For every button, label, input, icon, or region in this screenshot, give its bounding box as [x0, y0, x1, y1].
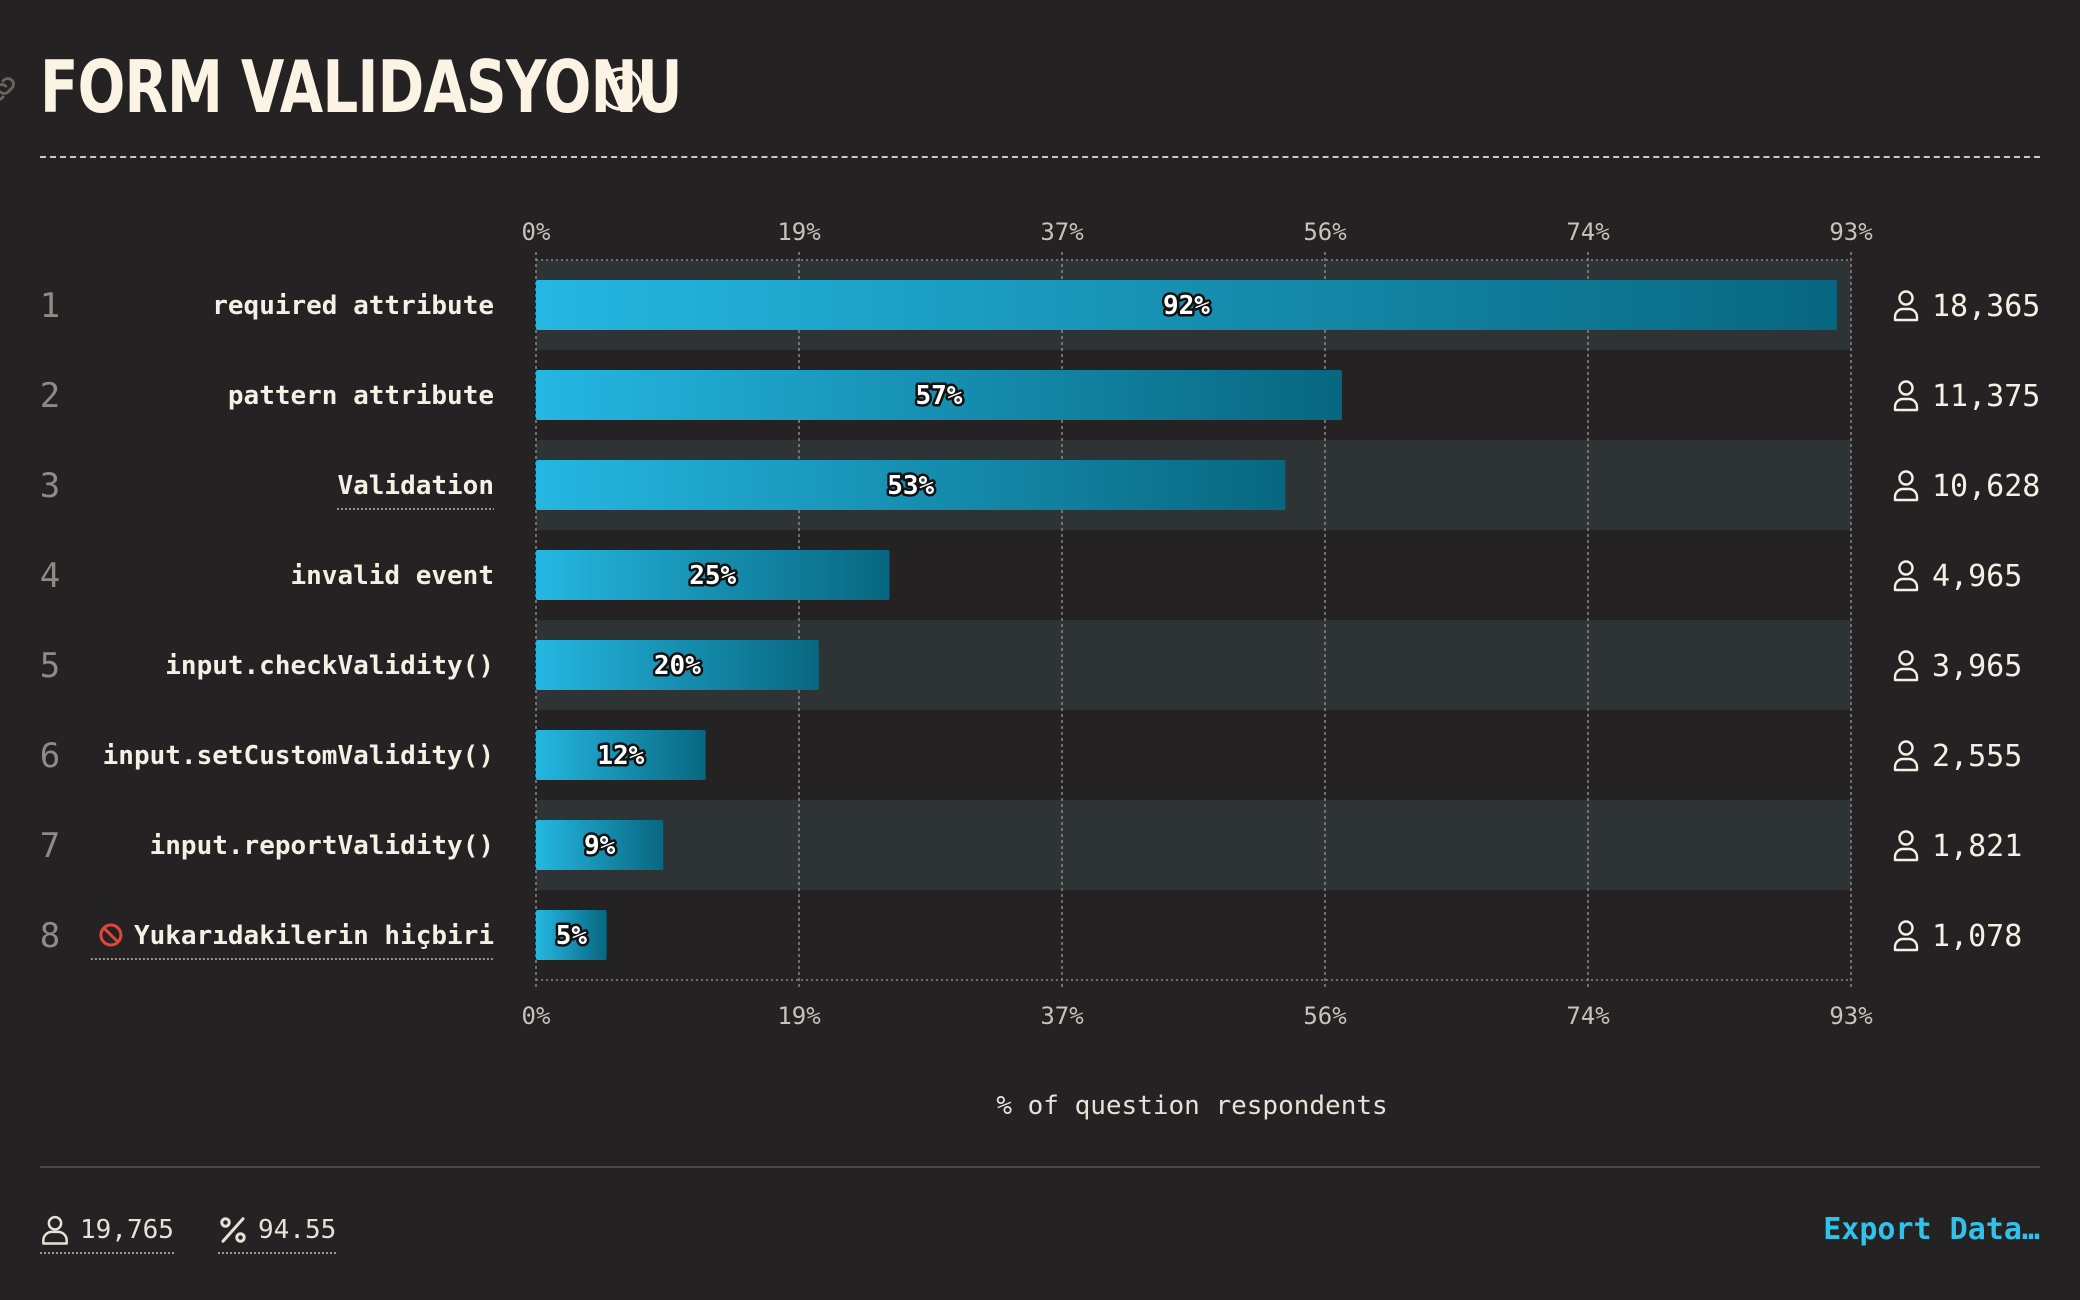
user-icon-body	[1893, 667, 1919, 682]
respondents-value: 19,765	[80, 1215, 174, 1245]
no-entry-icon	[99, 923, 123, 947]
x-tick-label-top: 19%	[777, 218, 821, 246]
x-tick-label-top: 37%	[1040, 218, 1084, 246]
row-band	[536, 800, 1851, 890]
bar-value-label: 9%	[584, 831, 616, 861]
user-icon-head	[1898, 290, 1914, 306]
x-tick-label-bottom: 0%	[522, 1002, 551, 1030]
x-tick-label-bottom: 56%	[1303, 1002, 1347, 1030]
header-divider	[40, 156, 2040, 158]
row-rank: 2	[40, 376, 60, 416]
row-rank: 8	[40, 916, 60, 956]
no-entry-slash	[102, 926, 119, 944]
no-entry-ring	[99, 923, 123, 947]
x-tick-label-top: 0%	[522, 218, 551, 246]
row-rank: 1	[40, 286, 60, 326]
x-tick-label-top: 93%	[1829, 218, 1873, 246]
user-icon-body	[1893, 577, 1919, 592]
user-icon	[1893, 380, 1919, 412]
total-respondents[interactable]: 19,765	[40, 1214, 174, 1254]
row-rank: 5	[40, 646, 60, 686]
user-icon	[1893, 470, 1919, 502]
question-circle-icon[interactable]	[598, 66, 644, 112]
row-rank: 6	[40, 736, 60, 776]
x-tick-label-top: 74%	[1566, 218, 1610, 246]
row-label: invalid event	[291, 561, 495, 591]
user-icon-body	[1893, 847, 1919, 862]
user-icon	[1893, 740, 1919, 772]
row-rank: 3	[40, 466, 60, 506]
bar-value-label: 53%	[887, 471, 934, 501]
x-axis-title: % of question respondents	[996, 1091, 1387, 1121]
bar[interactable]	[536, 640, 819, 690]
bar[interactable]	[536, 910, 607, 960]
x-tick-label-bottom: 19%	[777, 1002, 821, 1030]
user-icon	[1893, 560, 1919, 592]
percent-respondents[interactable]: 94.55	[218, 1214, 337, 1254]
bar-value-label: 5%	[556, 921, 588, 951]
row-label: input.setCustomValidity()	[103, 741, 494, 771]
user-icon	[1893, 920, 1919, 952]
user-icon-body	[1893, 937, 1919, 952]
bar[interactable]	[536, 730, 706, 780]
bar[interactable]	[536, 280, 1837, 330]
user-icon	[1893, 650, 1919, 682]
row-respondent-count: 10,628	[1932, 469, 2040, 504]
bar[interactable]	[536, 370, 1342, 420]
x-tick-label-bottom: 37%	[1040, 1002, 1084, 1030]
row-label: required attribute	[212, 291, 494, 321]
bar-value-label: 12%	[597, 741, 644, 771]
user-icon-head	[1898, 830, 1914, 846]
percent-value: 94.55	[258, 1215, 337, 1245]
footer-divider	[40, 1166, 2040, 1168]
user-icon-body	[1893, 487, 1919, 502]
percent-icon	[220, 1217, 246, 1243]
bar-value-label: 25%	[689, 561, 736, 591]
row-respondent-count: 11,375	[1932, 379, 2040, 414]
row-label: input.reportValidity()	[150, 831, 494, 861]
bar-chart: 92%57%53%25%20%12%9%5% 1 required attribu…	[40, 218, 2041, 1121]
bar-value-label: 20%	[654, 651, 701, 681]
user-icon-head	[1898, 380, 1914, 396]
row-label: pattern attribute	[228, 381, 494, 411]
bar[interactable]	[536, 550, 890, 600]
row-respondent-count: 4,965	[1932, 559, 2022, 594]
x-tick-label-bottom: 74%	[1566, 1002, 1610, 1030]
bar-value-label: 92%	[1163, 291, 1210, 321]
row-respondent-count: 1,078	[1932, 919, 2022, 954]
user-icon-head	[1898, 920, 1914, 936]
user-icon-head	[1898, 470, 1914, 486]
user-icon-head	[1898, 560, 1914, 576]
page-title: FORM VALIDASYONU	[40, 45, 682, 129]
row-label: input.checkValidity()	[165, 651, 494, 681]
x-tick-label-top: 56%	[1303, 218, 1347, 246]
user-icon-body	[1893, 757, 1919, 772]
user-icon	[1893, 290, 1919, 322]
user-icon	[1893, 830, 1919, 862]
bar[interactable]	[536, 460, 1286, 510]
row-rank: 4	[40, 556, 60, 596]
x-tick-label-bottom: 93%	[1829, 1002, 1873, 1030]
bar[interactable]	[536, 820, 664, 870]
user-icon-head	[1898, 740, 1914, 756]
user-icon	[42, 1215, 68, 1245]
row-respondent-count: 1,821	[1932, 829, 2022, 864]
row-respondent-count: 3,965	[1932, 649, 2022, 684]
row-label[interactable]: Validation	[337, 471, 494, 501]
row-label[interactable]: Yukarıdakilerin hiçbiri	[134, 921, 494, 951]
row-rank: 7	[40, 826, 60, 866]
user-icon-body	[1893, 307, 1919, 322]
link-icon[interactable]	[0, 72, 20, 106]
user-icon-body	[1893, 397, 1919, 412]
bar-value-label: 57%	[915, 381, 962, 411]
row-respondent-count: 18,365	[1932, 289, 2040, 324]
user-icon-head	[1898, 650, 1914, 666]
export-data-link[interactable]: Export Data…	[1823, 1212, 2040, 1247]
row-respondent-count: 2,555	[1932, 739, 2022, 774]
